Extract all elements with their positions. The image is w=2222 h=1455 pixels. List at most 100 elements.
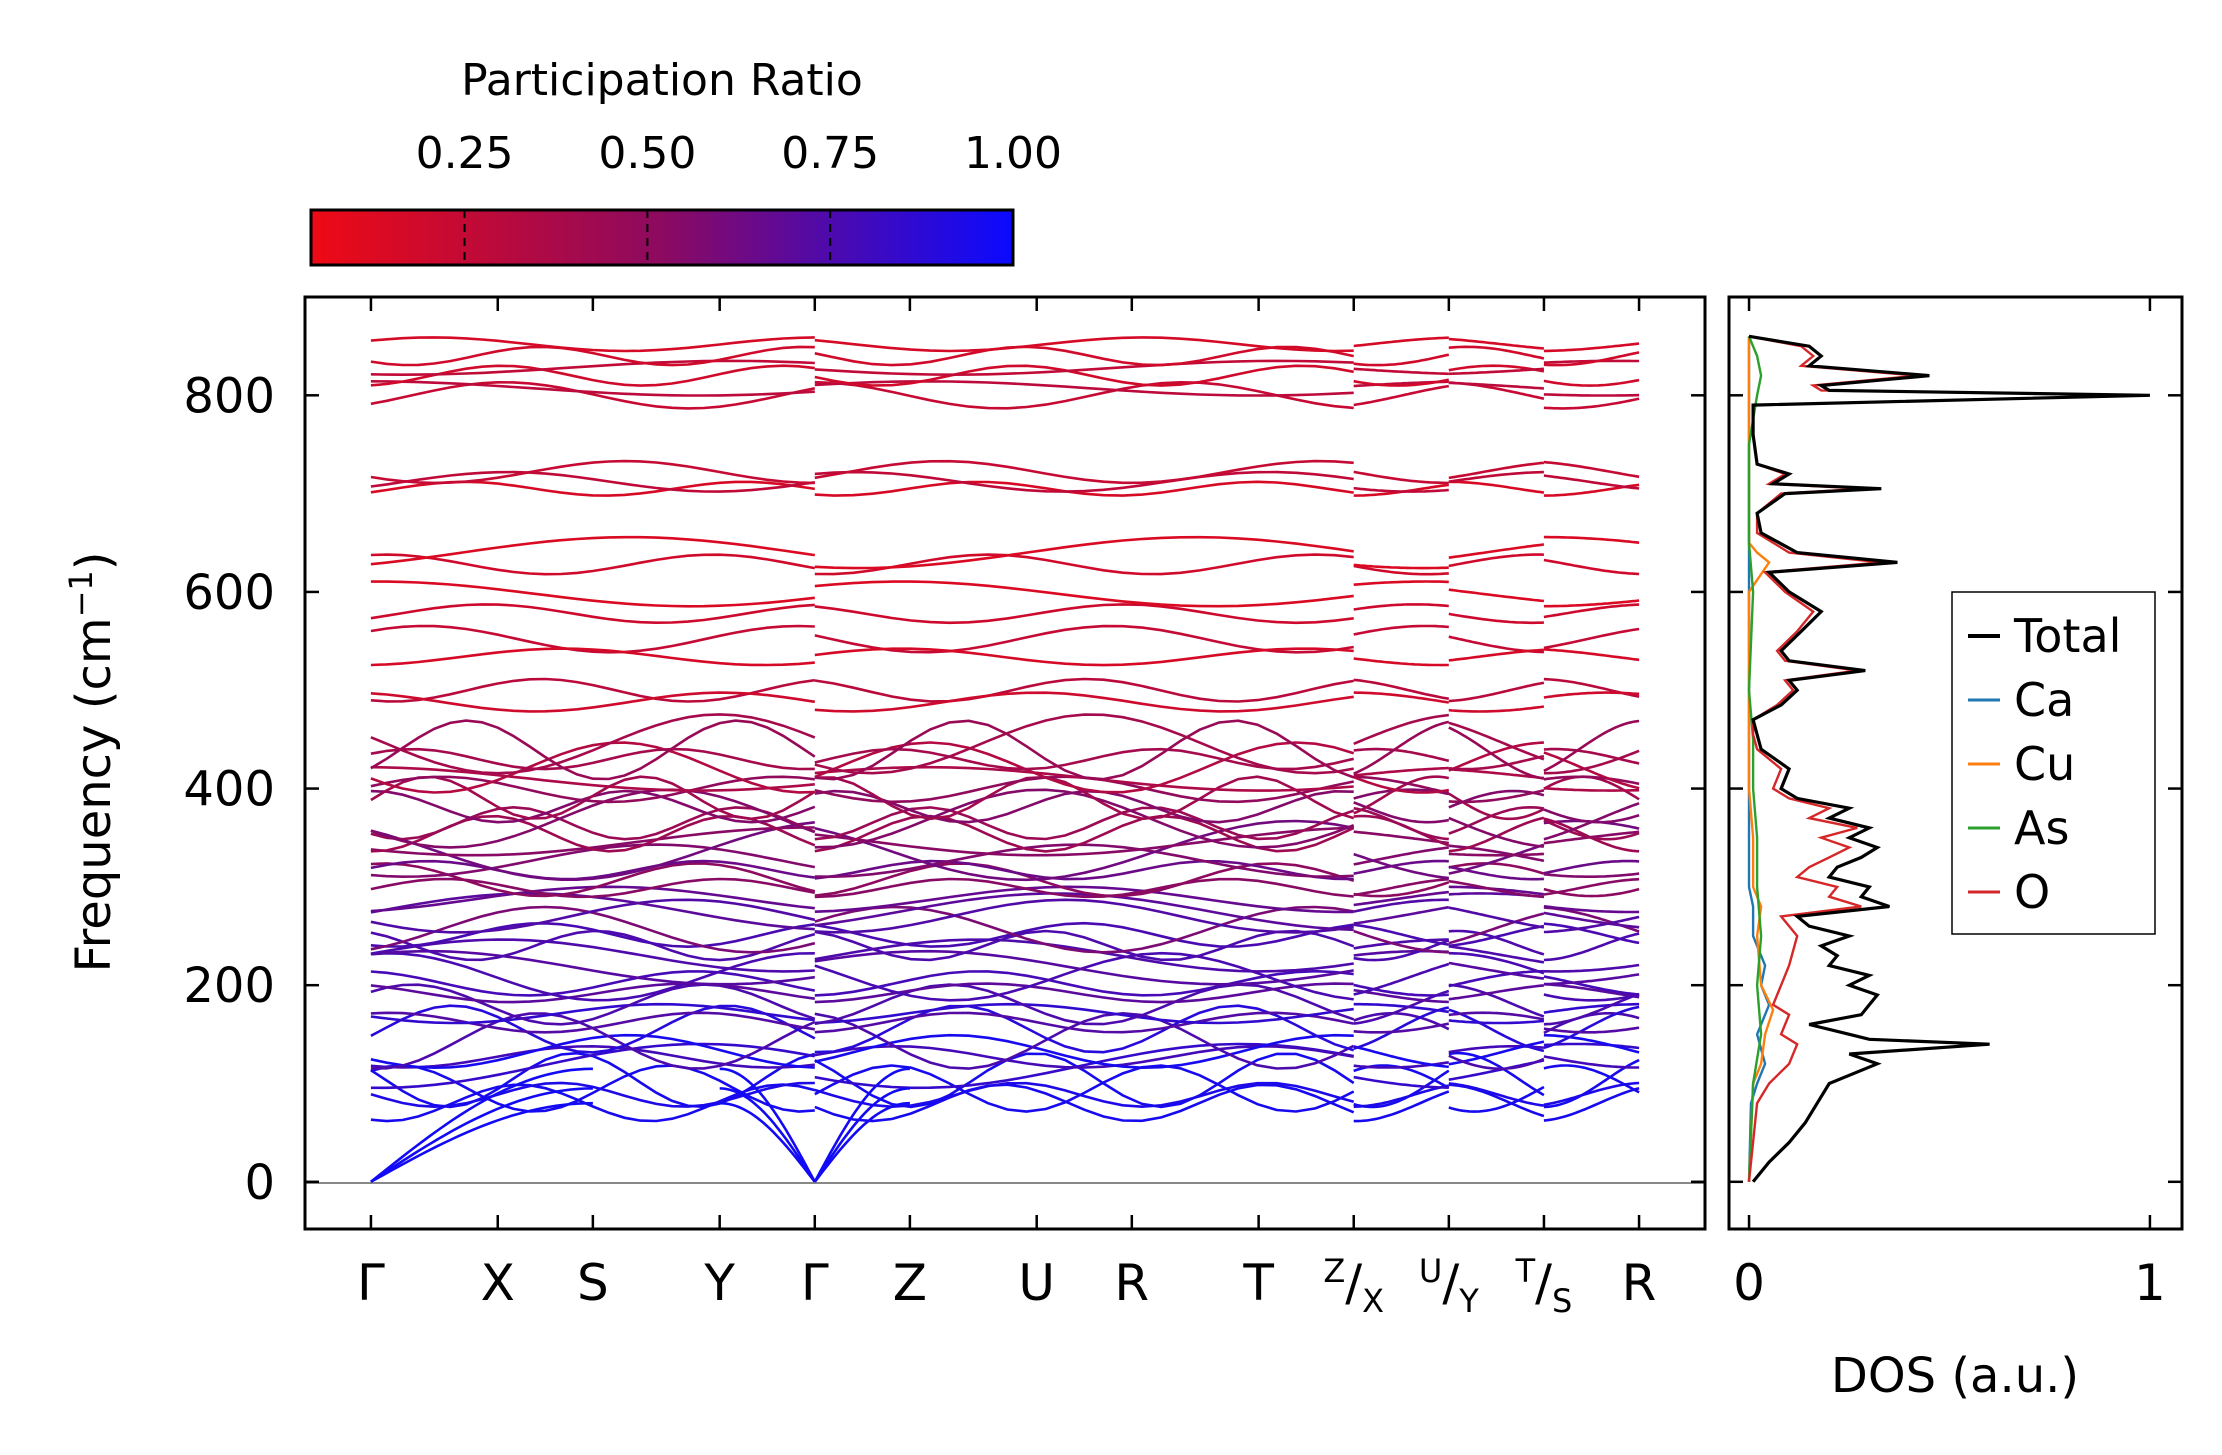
colorbar-ticks: 0.25 0.50 0.75 1.00 — [416, 128, 1062, 265]
y-tick-label: 200 — [183, 958, 275, 1014]
band-line — [1353, 720, 1450, 775]
band-line — [1448, 951, 1545, 975]
acoustic-band-line — [719, 1101, 816, 1183]
band-line — [1543, 535, 1640, 544]
band-line — [1543, 1058, 1640, 1109]
band-line — [814, 877, 1354, 899]
band-line — [1353, 378, 1450, 387]
band-line — [1353, 1002, 1449, 1014]
band-line — [1353, 747, 1450, 763]
kpoint-label: U — [1018, 1254, 1055, 1312]
kpoint-label: R — [1114, 1254, 1149, 1312]
band-line — [1543, 351, 1640, 367]
band-line — [1448, 843, 1545, 875]
band-line — [370, 380, 815, 397]
band-line — [1448, 461, 1545, 480]
band-line — [814, 459, 1354, 485]
y-axis-label: Frequency (cm−1) — [62, 551, 122, 972]
acoustic-band-line — [813, 1087, 910, 1183]
y-axis-label-close: ) — [66, 551, 122, 570]
kpoint-label-post: Y — [1458, 1282, 1479, 1320]
band-line — [1543, 775, 1640, 786]
band-line — [370, 805, 816, 841]
band-line — [1448, 792, 1545, 821]
band-line — [814, 1052, 1355, 1109]
band-line — [370, 1004, 816, 1054]
kpoint-label: Z — [893, 1254, 927, 1312]
band-line — [1543, 859, 1640, 875]
band-line — [1543, 911, 1640, 929]
band-line — [370, 719, 816, 781]
band-line — [370, 535, 815, 566]
band-line — [1543, 342, 1640, 353]
dos-lines — [1747, 334, 2150, 1183]
y-axis-label-main: Frequency (cm — [66, 617, 122, 972]
y-tick-label: 600 — [183, 565, 275, 621]
band-line — [370, 1002, 815, 1025]
band-line — [370, 1064, 815, 1113]
band-line — [370, 885, 815, 913]
band-line — [1448, 969, 1544, 988]
band-line — [1353, 580, 1449, 586]
band-line — [1353, 859, 1449, 875]
band-line — [1353, 336, 1449, 348]
band-line — [814, 1004, 1355, 1054]
band-line — [1448, 470, 1544, 483]
dos-line-as — [1747, 335, 1763, 1182]
band-line — [1543, 627, 1640, 650]
acoustic-band-line — [719, 1087, 816, 1183]
y-tick-label: 400 — [183, 762, 275, 818]
band-line — [1353, 564, 1449, 576]
band-line — [370, 826, 815, 857]
band-line — [814, 1083, 1355, 1123]
band-line — [370, 921, 815, 949]
band-line — [1353, 691, 1449, 704]
band-line — [1353, 603, 1449, 611]
band-line — [1353, 801, 1450, 824]
band-line — [1353, 775, 1450, 795]
band-line — [814, 892, 1354, 932]
y-axis-label-sup: −1 — [62, 570, 100, 617]
band-line — [1543, 982, 1640, 999]
band-line — [1353, 775, 1450, 815]
band-line — [814, 885, 1354, 914]
band-line — [1448, 553, 1544, 568]
band-line — [1353, 890, 1449, 907]
acoustic-band-line — [370, 1067, 593, 1183]
band-line — [814, 713, 1354, 775]
band-line — [1448, 1011, 1545, 1021]
band-line — [1353, 962, 1450, 996]
band-line — [814, 819, 1354, 882]
acoustic-band-line — [370, 1101, 593, 1183]
kpoint-label: T/S — [1515, 1252, 1573, 1320]
band-line — [1543, 992, 1640, 1026]
band-line — [370, 765, 815, 792]
kpoint-label: Γ — [357, 1254, 385, 1312]
band-line — [814, 862, 1355, 898]
band-line — [1353, 1084, 1450, 1108]
band-line — [1353, 1090, 1450, 1123]
band-line — [1448, 924, 1545, 947]
legend-label: Total — [2013, 609, 2121, 663]
band-line — [814, 788, 1355, 849]
band-line — [1353, 766, 1449, 777]
band-line — [814, 336, 1354, 353]
band-line — [370, 713, 816, 775]
band-line — [1543, 603, 1640, 619]
band-line — [1353, 1006, 1450, 1050]
band-line — [370, 877, 816, 899]
band-line — [1353, 905, 1450, 925]
kpoint-label: T — [1242, 1254, 1274, 1312]
band-line — [1353, 384, 1449, 407]
band-line — [814, 380, 1354, 397]
band-line — [370, 1011, 816, 1034]
band-line — [370, 359, 815, 377]
band-line — [1543, 1064, 1640, 1094]
band-line — [1353, 1045, 1449, 1069]
band-line — [1543, 1002, 1640, 1014]
band-line — [1448, 367, 1545, 376]
band-line — [814, 1011, 1354, 1034]
band-line — [1448, 816, 1545, 848]
